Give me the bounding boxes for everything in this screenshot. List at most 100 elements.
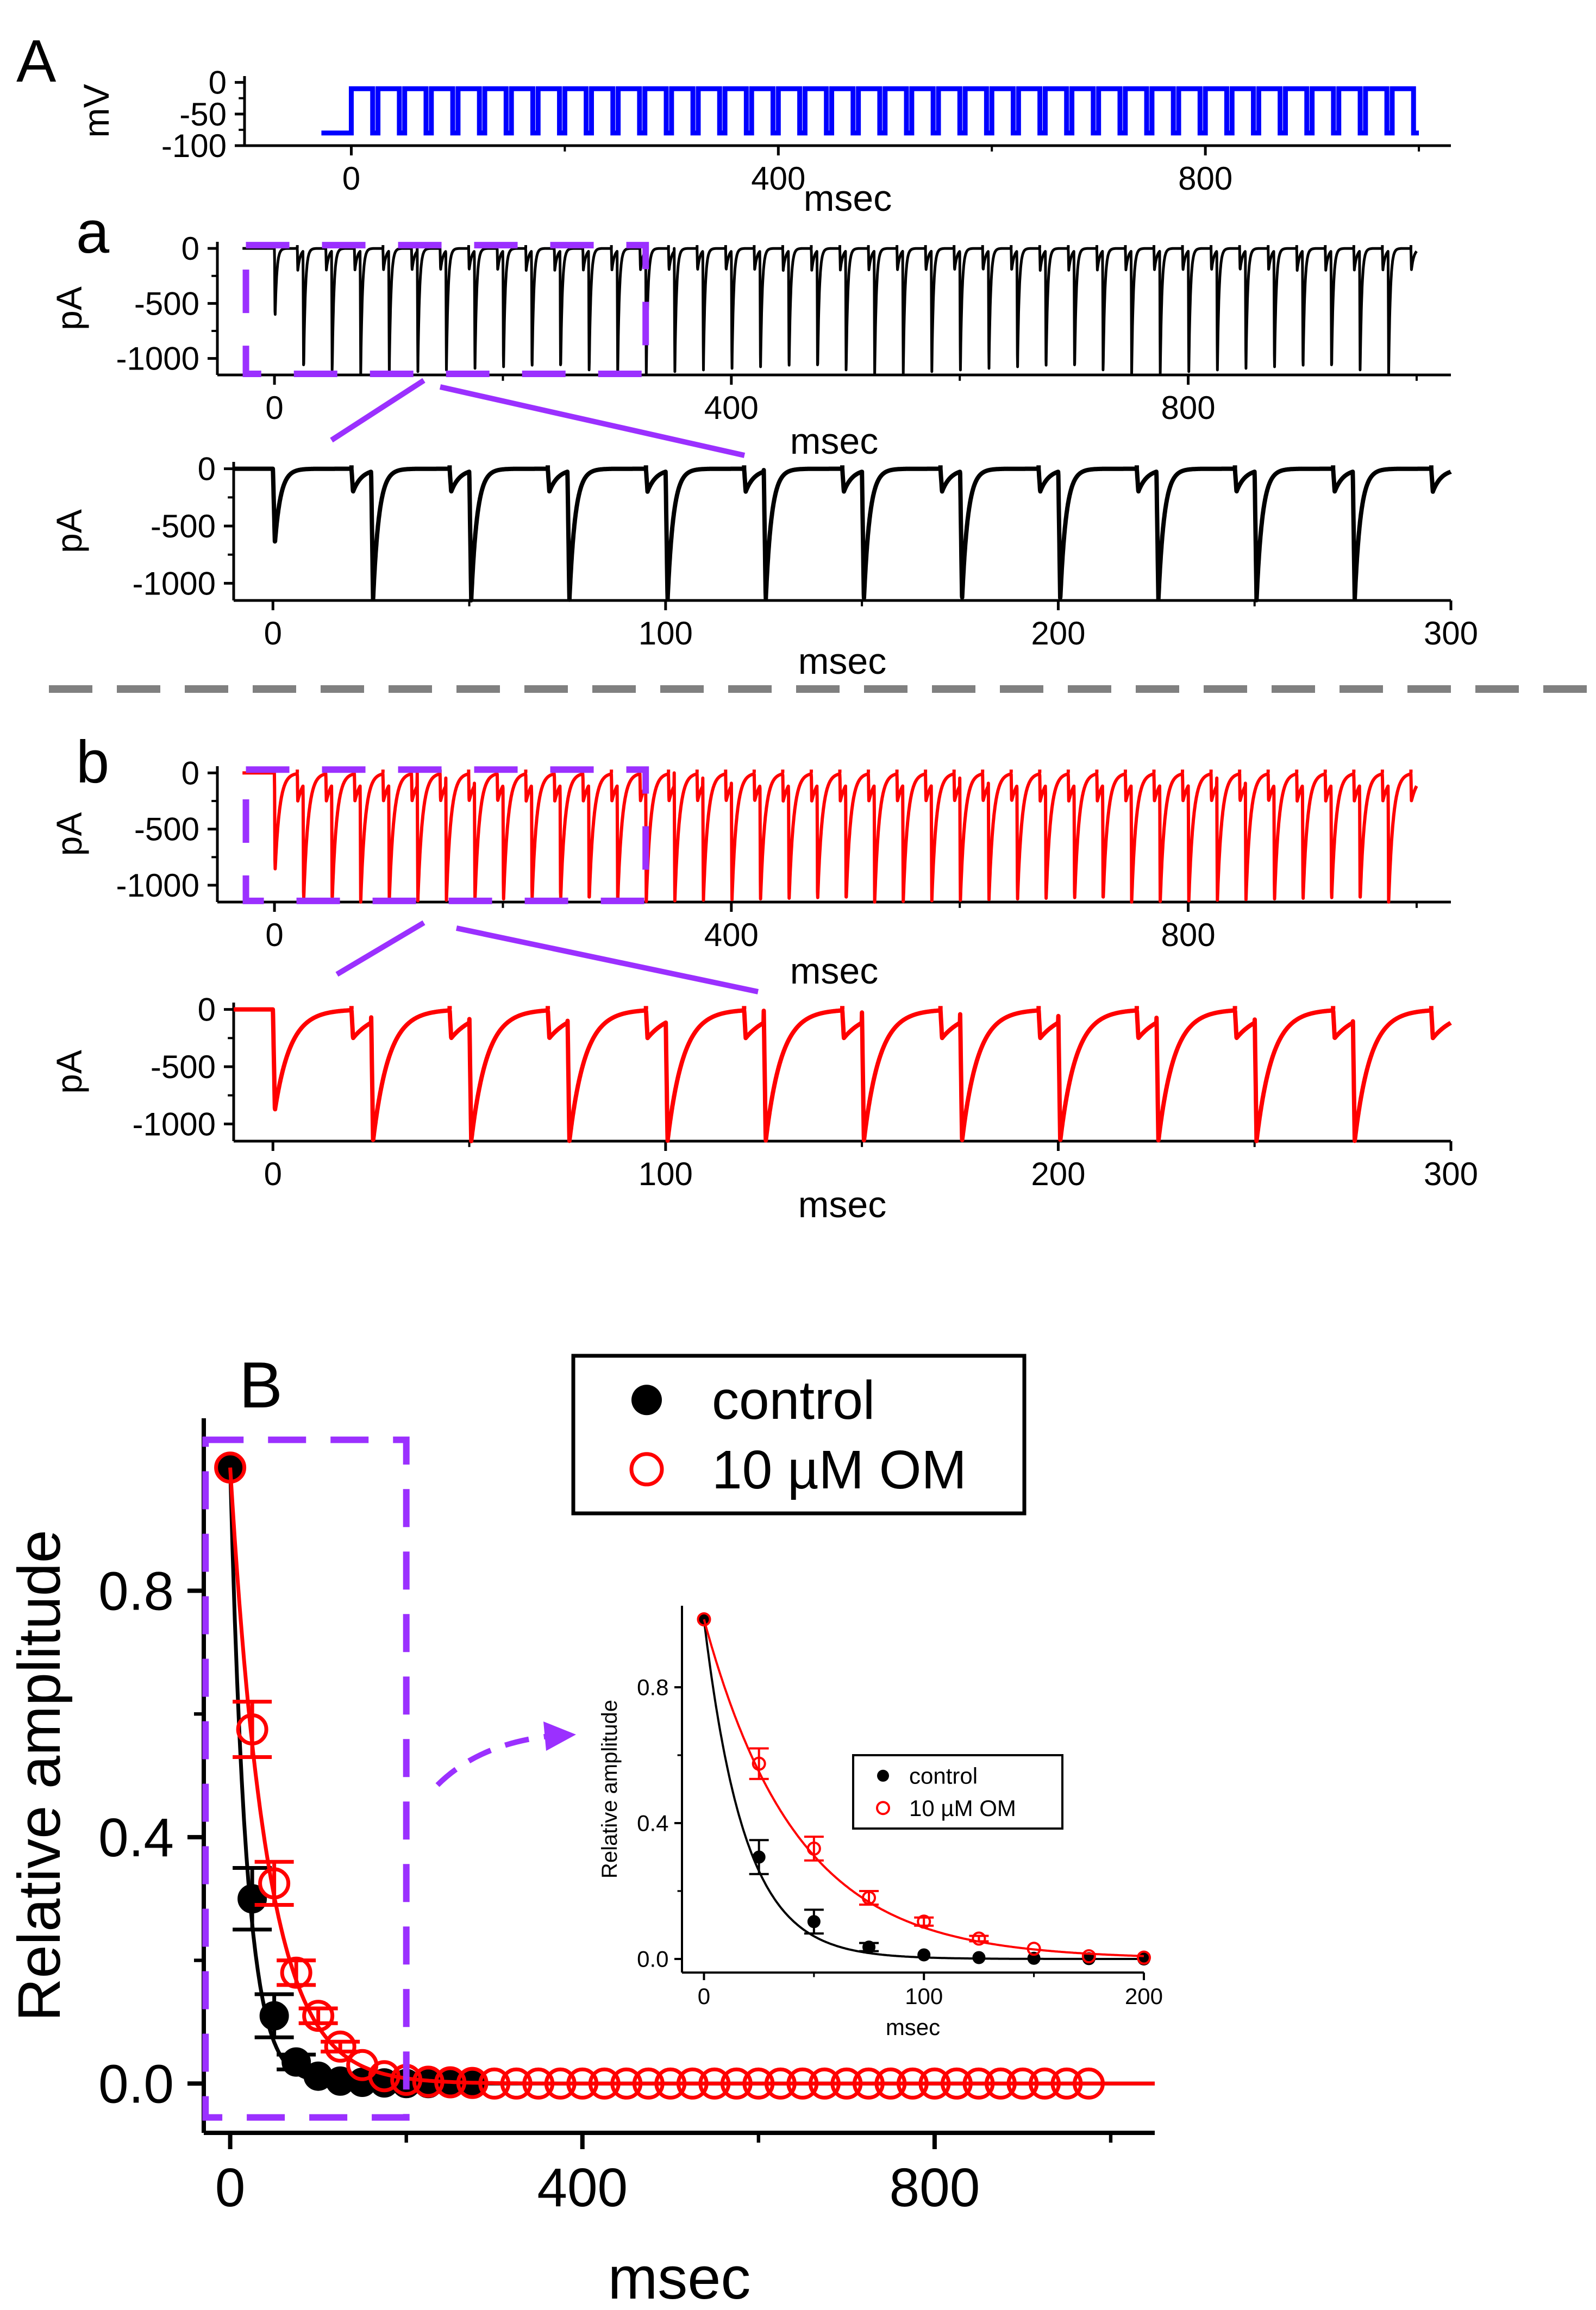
data-point	[236, 1713, 268, 1745]
data-point	[752, 1850, 766, 1864]
inset-arrow	[435, 1733, 549, 1787]
data-point	[697, 1612, 711, 1626]
data-point	[940, 2067, 973, 2100]
data-point	[962, 2067, 995, 2100]
legend-marker-control	[631, 1385, 662, 1416]
x-tick-label: 300	[1424, 1156, 1478, 1192]
x-tick-label: 400	[751, 160, 805, 197]
axes: 0 100 200 300 0 -500 -1000 msec pA	[49, 992, 1478, 1225]
data-point	[874, 2067, 907, 2100]
y-axis-title: pA	[49, 812, 89, 856]
series-om	[697, 1612, 1151, 1965]
data-point	[500, 2067, 533, 2100]
chart-a-control-full: 0 400 800 0 -500 -1000 msec pA	[49, 230, 1451, 462]
y-axis-title: pA	[49, 286, 89, 330]
data-point	[917, 1948, 931, 1962]
data-point	[676, 2067, 709, 2100]
data-point	[752, 1756, 766, 1771]
data-point	[972, 1931, 986, 1946]
data-point	[324, 2030, 356, 2063]
y-tick-label: 0	[209, 65, 227, 101]
x-tick-label: 0	[698, 1983, 710, 2009]
y-tick-label: 0	[181, 755, 199, 791]
y-tick-label: -50	[179, 96, 227, 133]
y-tick-label: -500	[134, 811, 199, 848]
x-tick-label: 0	[265, 390, 283, 426]
data-point	[281, 2047, 311, 2077]
data-point	[544, 2067, 577, 2100]
legend-box	[852, 1754, 1063, 1830]
data-point	[917, 1914, 931, 1929]
data-point	[1050, 2067, 1083, 2100]
data-point	[984, 2067, 1017, 2100]
chart-B-inset: 0 100 200 0.0 0.4 0.8 msec Relative amplitude co…	[598, 1606, 1163, 2040]
chart-a-control-zoom: 0 100 200 300 0 -500 -1000 msec pA	[49, 451, 1478, 682]
x-tick-label: 200	[1031, 1156, 1085, 1192]
series-om	[214, 1451, 1155, 2100]
y-axis-title: Relative amplitude	[598, 1700, 622, 1879]
current-trace	[231, 466, 1453, 603]
data-point	[862, 1940, 876, 1954]
x-tick-label: 200	[1031, 615, 1085, 652]
y-tick-label: 0.4	[98, 1807, 174, 1868]
data-point	[862, 1890, 877, 1905]
data-point	[806, 1841, 821, 1856]
x-tick-label: 100	[639, 1156, 693, 1192]
data-point	[1027, 1942, 1041, 1956]
current-trace	[241, 771, 1418, 904]
y-tick-label: 0.8	[637, 1675, 668, 1700]
y-tick-label: -1000	[116, 867, 199, 904]
data-point	[852, 2067, 885, 2100]
data-point	[918, 2067, 951, 2100]
legend-marker-control	[877, 1769, 889, 1782]
panel-label-a: a	[76, 199, 110, 266]
y-tick-label: 0	[181, 230, 199, 267]
legend-label-control: control	[909, 1763, 978, 1789]
x-tick-label: 400	[704, 917, 759, 953]
data-point	[610, 2067, 643, 2100]
axes: 0 100 200 0.0 0.4 0.8 msec Relative amplitude	[598, 1606, 1163, 2040]
panel-label-b: b	[76, 729, 109, 796]
x-tick-label: 100	[905, 1983, 943, 2009]
x-axis-title: msec	[804, 178, 892, 219]
data-point	[456, 2067, 489, 2099]
axes: 0 100 200 300 0 -500 -1000 msec pA	[49, 451, 1478, 682]
data-point	[654, 2067, 687, 2100]
chart-b-om-full: 0 400 800 0 -500 -1000 msec pA	[49, 755, 1451, 992]
axes: 0 400 800 0 -500 -1000 msec pA	[49, 755, 1451, 992]
current-trace	[231, 1007, 1453, 1143]
series-control	[697, 1613, 1150, 1965]
data-point	[786, 2067, 819, 2100]
y-tick-label: -100	[161, 128, 227, 164]
x-axis-title: msec	[798, 1184, 886, 1225]
zoom-connector-b-left	[335, 920, 425, 977]
axes: 0 400 800 0.0 0.4 0.8 msec Relative amplitude	[6, 1418, 1155, 2310]
y-axis-title: Relative amplitude	[6, 1530, 73, 2021]
x-tick-label: 400	[537, 2157, 628, 2218]
legend: control 10 µM OM	[852, 1754, 1063, 1830]
data-point	[258, 1867, 291, 1900]
data-point	[632, 2067, 665, 2100]
x-axis-title: msec	[886, 2014, 940, 2040]
y-tick-label: 0	[198, 992, 216, 1028]
x-tick-label: 0	[342, 160, 360, 197]
data-point	[259, 2001, 289, 2031]
data-point	[302, 2000, 335, 2032]
y-tick-label: 0.4	[637, 1811, 668, 1836]
x-axis-title: msec	[608, 2245, 751, 2310]
data-point	[588, 2067, 621, 2100]
x-tick-label: 800	[1178, 160, 1232, 197]
legend-box	[571, 1354, 1027, 1516]
y-tick-label: -500	[134, 285, 199, 322]
zoom-connector-a-left	[330, 378, 425, 443]
y-axis-title: pA	[49, 1050, 89, 1094]
x-axis-title: msec	[798, 641, 886, 682]
data-point	[764, 2067, 797, 2100]
x-tick-label: 100	[639, 615, 693, 652]
chart-B-main: 0 400 800 0.0 0.4 0.8 msec Relative amplitude co…	[6, 1354, 1155, 2310]
y-tick-label: 0	[198, 451, 216, 487]
x-tick-label: 800	[889, 2157, 980, 2218]
y-axis-title: pA	[49, 509, 89, 553]
